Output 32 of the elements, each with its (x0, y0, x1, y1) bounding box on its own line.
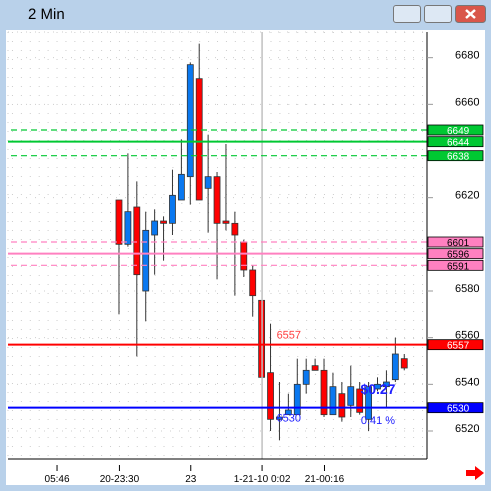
y-tick-label: 6580 (455, 283, 480, 295)
candlestick (302, 358, 310, 394)
x-tick-label: 1-21-10 0:02 (234, 474, 291, 485)
candlestick (312, 358, 319, 371)
candlestick (338, 382, 346, 422)
ref-line-label: 6591 (447, 261, 470, 272)
candlestick (347, 365, 354, 418)
ref-line-label: 6557 (447, 340, 470, 352)
ref-line-label: 6644 (447, 138, 470, 149)
y-tick-label: 6540 (455, 376, 480, 388)
candlestick (222, 144, 230, 231)
candlestick (204, 134, 212, 234)
ref-line-label: 6638 (447, 152, 470, 163)
ref-line-label: 6649 (447, 126, 470, 137)
candlestick (400, 354, 408, 371)
x-tick-label: 21-00:16 (304, 474, 345, 485)
chart-title: 2 Min (28, 6, 65, 23)
y-tick-label: 6660 (455, 96, 480, 108)
x-tick-label: 05:46 (44, 474, 70, 485)
x-tick-label: 23 (185, 474, 197, 485)
y-tick-label: 6520 (455, 423, 480, 435)
x-tick-label: 20-23:30 (100, 474, 140, 485)
candlestick (151, 208, 158, 276)
y-tick-label: 6560 (455, 330, 480, 342)
candlestick (231, 211, 238, 296)
ref-line-label: 6530 (447, 404, 470, 415)
ref-line-label: 6596 (447, 250, 470, 261)
ref-line-label: 6601 (447, 238, 470, 249)
candlestick (160, 216, 167, 262)
y-tick-label: 6620 (455, 190, 480, 202)
y-tick-label: 6680 (455, 50, 480, 62)
annotation: 6557 (276, 330, 302, 342)
